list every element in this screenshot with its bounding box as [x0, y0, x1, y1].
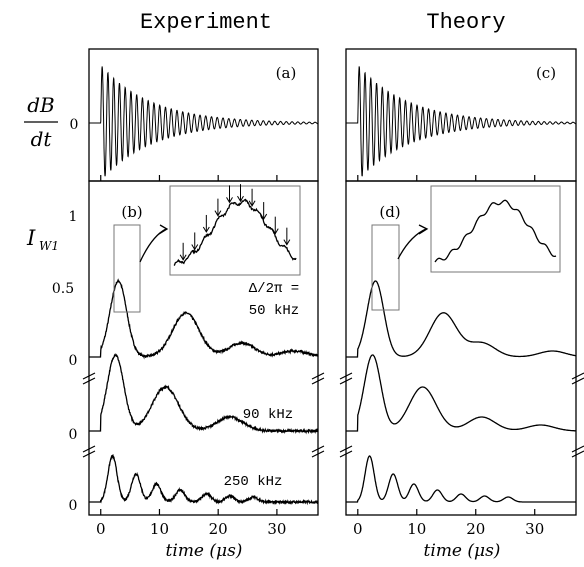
detuning-label: Δ/2π = [249, 281, 299, 297]
curve-theory-250khz [346, 455, 576, 503]
ytick-0-a: 0 [69, 353, 78, 369]
inset-arrow-head [260, 213, 268, 221]
xtick-label-theory-10: 10 [407, 520, 426, 538]
inset-arrow [191, 232, 199, 251]
inset-arrow [237, 184, 244, 203]
inset-arrow [271, 216, 279, 235]
inset-arrow [179, 242, 187, 261]
title-theory: Theory [426, 10, 505, 35]
insets-layer [173, 184, 557, 266]
xtick-label-experiment-0: 0 [96, 520, 106, 538]
series-label-250khz: 250 kHz [224, 474, 283, 490]
inset-arrow-head [248, 200, 256, 207]
inset-curve-experiment [173, 198, 297, 266]
curve-experiment-250khz [89, 454, 319, 506]
xlabel-theory: time (μs) [424, 541, 501, 561]
xtick-label-experiment-20: 20 [209, 520, 228, 538]
inset-arrow-head [179, 254, 187, 261]
inset-arrow-head [283, 239, 291, 246]
xlabel-experiment: time (μs) [166, 541, 243, 561]
inset-arrow-head [226, 197, 233, 204]
panel-b-frame [88, 180, 319, 516]
ytick-top-zero: 0 [70, 117, 79, 133]
inset-arrow [214, 198, 222, 217]
ytick-0.5: 0.5 [52, 281, 74, 297]
ytick-0-b: 0 [69, 427, 78, 443]
series-label-50khz: 50 kHz [249, 303, 299, 319]
zoom-box-experiment [113, 224, 141, 313]
inset-arrow-head [237, 195, 244, 203]
axis-breaks [82, 372, 584, 458]
x-ticks-layer: 0 10 20 30 0 10 20 30 [96, 175, 544, 538]
inset-curve-theory [434, 199, 557, 263]
curves-layer [89, 66, 576, 506]
zoom-arrow-theory [397, 228, 427, 260]
curve-experiment-90khz [89, 353, 319, 435]
zoom-box-theory [371, 224, 400, 311]
inset-theory-frame [430, 185, 561, 273]
series-label-90khz: 90 kHz [243, 407, 293, 423]
panel-frames [88, 48, 577, 516]
ylabel-i: I [26, 226, 36, 250]
xtick-label-theory-0: 0 [353, 520, 363, 538]
xtick-label-experiment-30: 30 [267, 520, 286, 538]
curve-experiment-50khz [89, 278, 319, 360]
panel-d-frame [345, 180, 577, 516]
inset-arrow-head [214, 210, 222, 217]
inset-arrow [202, 214, 210, 233]
break-right-1 [571, 372, 584, 385]
xtick-label-theory-20: 20 [466, 520, 485, 538]
inset-arrow [226, 185, 233, 204]
ylabel-sub: W1 [39, 239, 59, 253]
zoom-arrows [139, 224, 429, 263]
y-ticks-bottom: 1 0.5 0 0 0 [52, 209, 78, 514]
curve-theory-50khz [346, 280, 576, 358]
zoom-arrow-head-theory [418, 224, 429, 235]
curve-theory-90khz [346, 354, 576, 432]
panel-label-d: (d) [379, 203, 400, 221]
inset-arrow [260, 202, 268, 221]
inset-experiment-frame [169, 185, 301, 276]
ytick-1: 1 [69, 209, 78, 225]
xtick-label-theory-30: 30 [525, 520, 544, 538]
ytick-0-c: 0 [69, 498, 78, 514]
y-label-dbdt: dB dt 0 [24, 93, 78, 151]
ylabel-numerator: dB [27, 93, 55, 117]
panel-label-a: (a) [276, 64, 297, 82]
inset-arrow [283, 227, 291, 246]
inset-arrow-head [202, 226, 210, 233]
inset-arrow-head [271, 228, 279, 235]
dbdt-trace-experiment [89, 66, 318, 177]
zoom-arrow-experiment [139, 228, 167, 263]
title-experiment: Experiment [140, 10, 272, 35]
xtick-label-experiment-10: 10 [150, 520, 169, 538]
inset-arrow-head [191, 244, 199, 251]
panel-label-b: (b) [121, 203, 142, 221]
y-label-iw1: I W1 [26, 226, 59, 253]
ylabel-denominator: dt [31, 127, 53, 151]
panel-label-c: (c) [536, 64, 556, 82]
inset-arrow [248, 188, 256, 207]
zoom-arrow-head-experiment [158, 224, 169, 235]
break-right-2 [571, 445, 584, 458]
zoom-annotations [113, 185, 561, 313]
dbdt-trace-theory [346, 66, 576, 177]
